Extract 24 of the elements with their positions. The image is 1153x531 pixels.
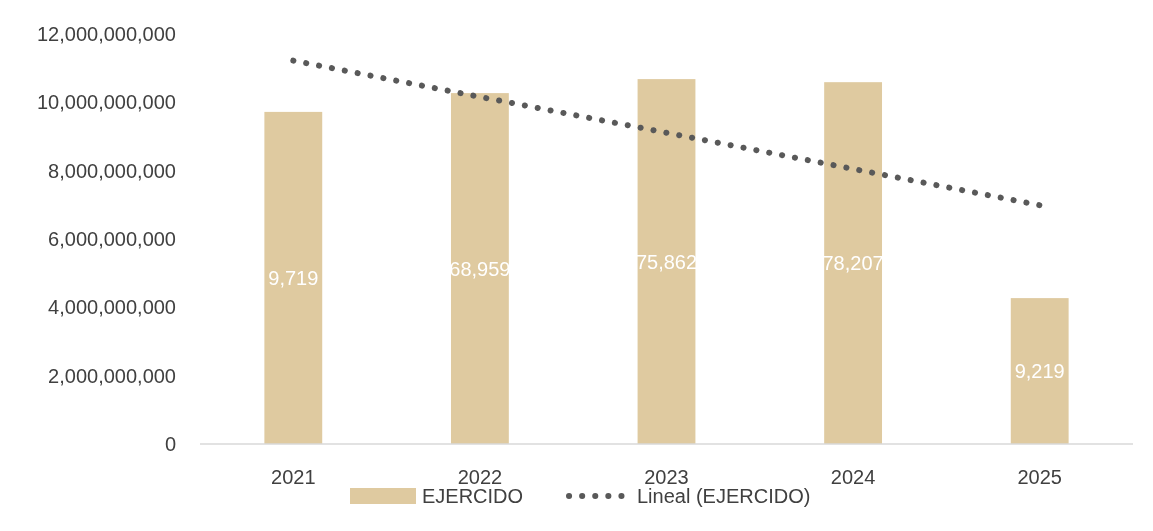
- bar: [264, 111, 323, 444]
- annotation: 68,959: [449, 257, 511, 280]
- bar: [637, 79, 696, 444]
- annotation: 9,219: [1014, 360, 1065, 383]
- x-tick-label: 2022: [457, 466, 503, 488]
- y-tick-label: 10,000,000,000: [36, 91, 176, 114]
- x-tick-label: 2025: [1017, 466, 1062, 488]
- bar: [824, 82, 883, 444]
- x-tick-label: 2024: [830, 466, 876, 488]
- y-tick-label: 12,000,000,000: [36, 23, 176, 45]
- legend-label: Lineal (EJERCIDO): [637, 485, 811, 507]
- y-tick-label: 2,000,000,000: [48, 364, 176, 387]
- bar: [450, 93, 509, 444]
- y-tick-label: 0: [164, 433, 176, 455]
- y-tick-label: 6,000,000,000: [48, 228, 176, 250]
- x-tick-label: 2021: [271, 466, 316, 488]
- annotation: 9,719: [268, 266, 319, 289]
- legend-label: EJERCIDO: [422, 485, 524, 507]
- annotation: 78,207: [822, 252, 884, 275]
- annotation: 75,862: [635, 250, 698, 273]
- bar: [1010, 298, 1069, 444]
- y-tick-label: 8,000,000,000: [48, 159, 176, 182]
- x-tick-label: 2023: [644, 466, 689, 488]
- y-tick-label: 4,000,000,000: [48, 296, 176, 319]
